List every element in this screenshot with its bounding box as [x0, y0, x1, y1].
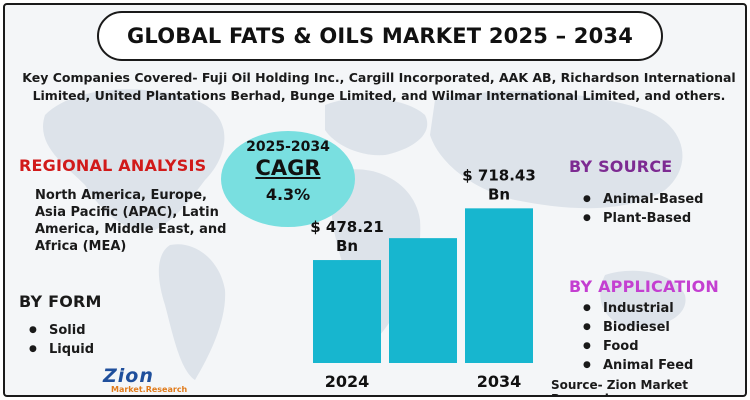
- cagr-years: 2025-2034: [246, 139, 330, 155]
- bar-category-label-0: 2024: [325, 372, 370, 391]
- list-item: Food: [581, 337, 693, 356]
- logo-main-text: Zion: [103, 365, 154, 387]
- by-form-title: BY FORM: [19, 292, 102, 311]
- by-form-list: Solid Liquid: [27, 321, 94, 359]
- bar-1: [389, 238, 457, 363]
- bar-category-label-2: 2034: [477, 372, 522, 391]
- bar-2: [465, 208, 533, 363]
- bar-value-label-0: $ 478.21 Bn: [310, 218, 384, 255]
- list-item: Animal-Based: [581, 190, 703, 209]
- bar-0: [313, 260, 381, 363]
- by-application-title: BY APPLICATION: [569, 277, 720, 296]
- list-item: Industrial: [581, 299, 693, 318]
- cagr-label: CAGR: [255, 156, 321, 180]
- cagr-circle: 2025-2034 CAGR 4.3%: [221, 131, 355, 227]
- key-companies-text: Key Companies Covered- Fuji Oil Holding …: [22, 70, 736, 103]
- regional-analysis-title: REGIONAL ANALYSIS: [19, 156, 207, 175]
- cagr-value: 4.3%: [265, 185, 311, 204]
- list-item: Biodiesel: [581, 318, 693, 337]
- list-item: Plant-Based: [581, 209, 703, 228]
- page-title: GLOBAL FATS & OILS MARKET 2025 – 2034: [126, 24, 634, 48]
- list-item: Solid: [27, 321, 94, 340]
- regional-analysis-text: North America, Europe, Asia Pacific (APA…: [35, 188, 227, 254]
- by-source-list: Animal-Based Plant-Based: [581, 190, 703, 228]
- list-item: Animal Feed: [581, 356, 693, 375]
- source-text: Source- Zion Market Research: [551, 378, 689, 395]
- by-source-title: BY SOURCE: [569, 157, 673, 176]
- zion-logo: Zion Market.Research: [103, 365, 188, 395]
- market-bar-chart: $ 478.21 Bn 2024 $ 718.43 Bn 2034: [310, 166, 536, 391]
- title-banner: GLOBAL FATS & OILS MARKET 2025 – 2034: [97, 11, 663, 61]
- list-item: Liquid: [27, 340, 94, 359]
- bar-value-label-2: $ 718.43 Bn: [462, 166, 536, 203]
- logo-sub-text: Market.Research: [111, 385, 188, 394]
- infographic-frame: GLOBAL FATS & OILS MARKET 2025 – 2034 Ke…: [3, 3, 747, 397]
- by-application-list: Industrial Biodiesel Food Animal Feed: [581, 299, 693, 375]
